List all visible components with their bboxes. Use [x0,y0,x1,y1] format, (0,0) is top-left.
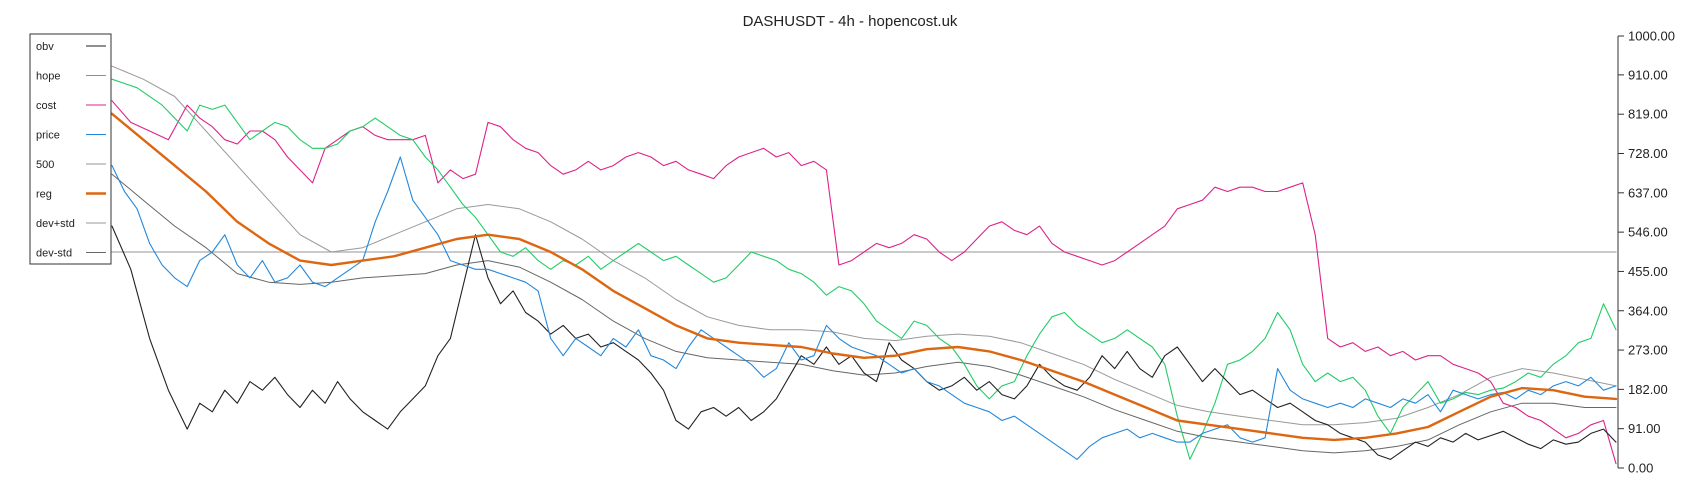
legend-label: reg [36,189,52,201]
legend-label: obv [36,41,54,53]
series-line-cost [111,100,1617,465]
y-tick-label: 728.00 [1628,146,1668,161]
series-line-dev-std [111,65,1617,426]
series-layer [110,65,1618,465]
series-line-hope [111,78,1617,460]
legend-label: price [36,130,60,142]
legend-label: 500 [36,159,54,171]
y-tick-label: 273.00 [1628,343,1668,358]
y-tick-label: 455.00 [1628,264,1668,279]
y-axis: 0.00 91.00 182.00 273.00 364.00 455.00 546.00 6… [1617,29,1675,476]
legend-label: cost [36,100,56,112]
y-tick-label: 0.00 [1628,461,1653,476]
legend-label: hope [36,71,60,83]
series-line-price [111,156,1617,460]
y-tick-label: 819.00 [1628,107,1668,122]
y-tick-label: 364.00 [1628,303,1668,318]
y-tick-label: 546.00 [1628,225,1668,240]
y-tick-label: 910.00 [1628,67,1668,82]
chart-title: DASHUSDT - 4h - hopencost.uk [743,13,958,30]
y-tick-label: 91.00 [1628,421,1661,436]
legend-label: dev-std [36,248,72,260]
series-line-dev-std [111,173,1617,454]
y-tick-label: 1000.00 [1628,29,1675,44]
series-line-reg [110,112,1618,442]
legend: obv hope cost price 500 reg dev+std dev-std [29,33,112,265]
legend-box [29,33,112,265]
y-tick-label: 637.00 [1628,185,1668,200]
series-line-obv [111,225,1617,460]
y-tick-label: 182.00 [1628,382,1668,397]
legend-label: dev+std [36,218,75,230]
